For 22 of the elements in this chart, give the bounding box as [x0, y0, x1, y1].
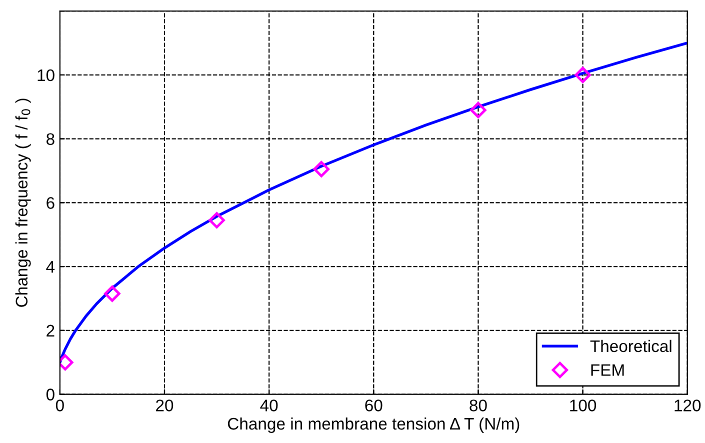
x-axis-title: Change in membrane tension Δ T (N/m): [228, 417, 520, 433]
x-tick-label: 120: [674, 400, 701, 412]
x-tick-label: 0: [56, 400, 64, 412]
y-tick-label: 6: [46, 197, 54, 209]
x-tick-label: 80: [470, 400, 487, 412]
y-tick-label: 0: [46, 388, 54, 400]
y-tick-label: 8: [46, 133, 54, 146]
y-axis-title: Change in frequency ( f / f$_{0}$ ): [15, 98, 31, 307]
legend-label: Theoretical: [590, 340, 672, 352]
y-tick-label: 10: [38, 69, 54, 82]
x-tick-label: 20: [156, 400, 174, 412]
point: [574, 66, 591, 84]
point: [313, 161, 330, 178]
point: [208, 212, 225, 228]
legend-label: FEM: [591, 364, 624, 376]
x-tick-label: 60: [365, 400, 382, 412]
point: [470, 102, 486, 118]
point: [104, 286, 120, 302]
x-tick-label: 40: [260, 400, 278, 412]
y-tick-label: 2: [46, 324, 54, 336]
x-tick-label: 100: [570, 400, 596, 412]
y-tick-label: 4: [46, 261, 55, 273]
